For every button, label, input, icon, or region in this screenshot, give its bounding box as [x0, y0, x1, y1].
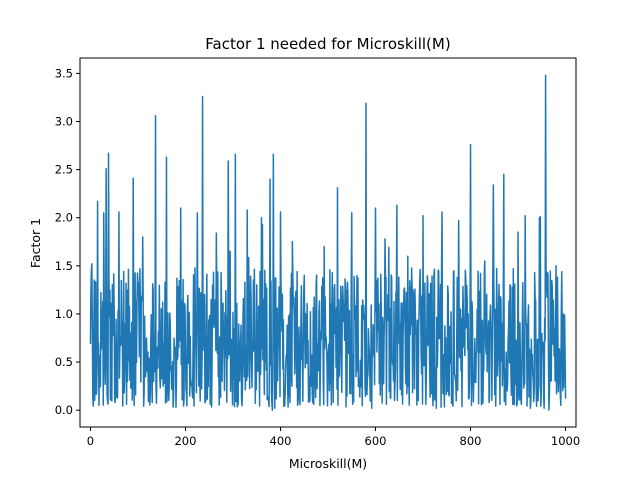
x-tick-label: 1000: [551, 434, 580, 448]
x-axis-ticks: 0 200 400 600 800 1000: [87, 427, 580, 448]
y-tick-label: 0.0: [55, 403, 73, 417]
y-tick-label: 3.5: [55, 66, 73, 80]
x-tick-label: 0: [87, 434, 94, 448]
y-tick-label: 1.0: [55, 307, 73, 321]
y-axis-label: Factor 1: [28, 218, 43, 268]
y-axis-ticks: 0.0 0.5 1.0 1.5 2.0 2.5 3.0 3.5: [55, 66, 80, 417]
plot-frame: [79, 57, 577, 428]
x-tick-label: 800: [460, 434, 482, 448]
y-tick-label: 1.5: [55, 259, 73, 273]
y-tick-label: 2.5: [55, 163, 73, 177]
x-axis-label: Microskill(M): [289, 456, 367, 471]
series-line: [89, 74, 567, 411]
y-tick-label: 3.0: [55, 115, 73, 129]
y-tick-label: 2.0: [55, 211, 73, 225]
plot-area: [89, 74, 567, 411]
series-layer: [89, 74, 567, 411]
x-tick-label: 400: [270, 434, 292, 448]
x-tick-label: 600: [365, 434, 387, 448]
x-tick-label: 200: [174, 434, 196, 448]
y-tick-label: 0.5: [55, 355, 73, 369]
chart-title: Factor 1 needed for Microskill(M): [205, 35, 450, 53]
